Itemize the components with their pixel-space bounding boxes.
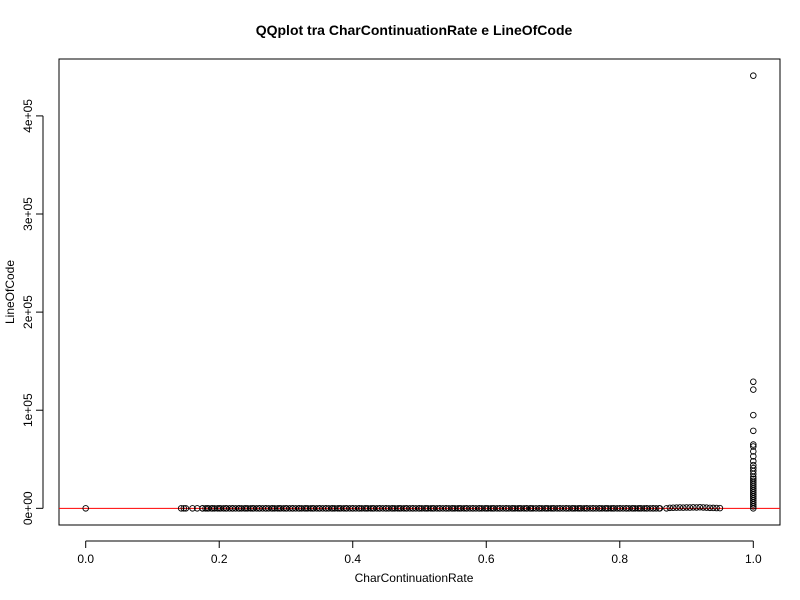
data-point <box>750 441 757 448</box>
x-axis-label: CharContinuationRate <box>355 571 474 585</box>
data-point <box>655 505 663 512</box>
x-tick-label: 0.0 <box>77 552 94 566</box>
x-tick-label: 0.2 <box>211 552 228 566</box>
data-point <box>189 505 196 512</box>
data-point <box>82 505 89 512</box>
data-point <box>679 504 687 511</box>
data-point <box>709 504 717 512</box>
data-point <box>663 505 670 512</box>
data-point <box>750 443 757 450</box>
y-tick-label: 2e+05 <box>21 295 35 329</box>
data-point <box>686 504 694 511</box>
data-point <box>696 503 704 511</box>
data-point <box>750 477 757 485</box>
y-tick-label: 1e+05 <box>21 393 35 427</box>
data-point <box>750 475 757 483</box>
axes: 0.0 0.2 0.4 0.6 0.8 1.0 0e+00 1e+05 2e+05 3e+05 4e… <box>21 99 762 566</box>
data-point <box>750 72 757 79</box>
data-point <box>182 505 190 512</box>
chart-title: QQplot tra CharContinuationRate e LineOf… <box>256 22 573 38</box>
data-point <box>669 504 677 511</box>
data-point <box>750 378 757 386</box>
data-point <box>177 505 185 512</box>
data-point <box>750 461 757 469</box>
data-point <box>750 427 757 435</box>
y-tick-label: 0e+00 <box>21 491 35 525</box>
data-point <box>699 504 707 511</box>
y-axis-label: LineOfCode <box>3 260 17 324</box>
data-point <box>750 464 757 472</box>
data-point <box>703 504 710 511</box>
data-point <box>673 504 680 511</box>
data-point <box>683 504 690 511</box>
y-tick-label: 3e+05 <box>21 197 35 231</box>
data-point <box>666 504 674 512</box>
data-point <box>180 505 188 512</box>
data-point <box>676 504 684 511</box>
x-tick-label: 0.6 <box>478 552 495 566</box>
data-point <box>693 504 700 511</box>
data-point <box>689 504 697 511</box>
data-point <box>750 453 757 460</box>
data-point <box>750 386 757 393</box>
points-layer <box>82 72 757 512</box>
data-point <box>713 504 720 512</box>
x-tick-label: 0.8 <box>611 552 628 566</box>
x-tick-label: 0.4 <box>344 552 361 566</box>
data-point <box>750 457 757 465</box>
data-point <box>750 411 757 419</box>
data-point <box>716 504 724 512</box>
plot-frame <box>58 58 781 526</box>
data-point <box>750 448 757 455</box>
data-point <box>652 505 660 512</box>
y-tick-label: 4e+05 <box>21 99 35 133</box>
x-tick-label: 1.0 <box>745 552 762 566</box>
data-point <box>706 504 714 512</box>
